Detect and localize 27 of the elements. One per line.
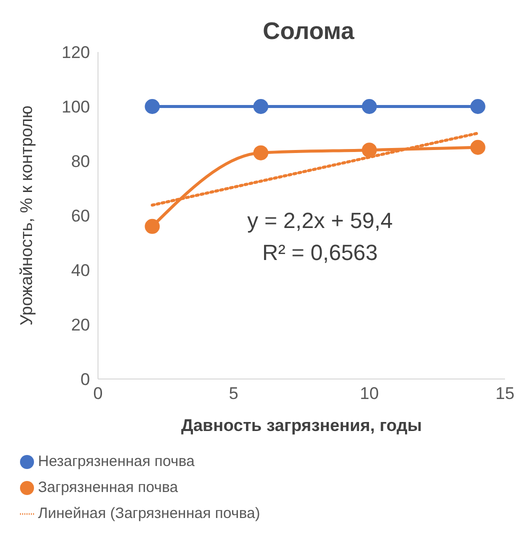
y-tick-label: 60	[71, 206, 90, 226]
y-tick-label: 80	[71, 152, 90, 172]
point	[253, 145, 268, 160]
point	[362, 142, 377, 158]
point	[144, 99, 160, 114]
y-tick-label: 120	[62, 43, 90, 62]
legend-label: Линейная (Загрязненная почва)	[38, 505, 260, 522]
x-tick-label: 10	[360, 384, 379, 404]
y-tick-label: 0	[80, 370, 90, 390]
point	[144, 218, 160, 234]
x-axis-title: Давность загрязнения, годы	[181, 416, 422, 435]
annotation: R² = 0,6563	[261, 239, 379, 267]
x-tick-label: 5	[228, 384, 238, 404]
legend-label: Загрязненная почва	[38, 479, 178, 496]
y-tick-label: 20	[71, 316, 90, 335]
y-tick-label: 100	[62, 98, 90, 117]
legend-label: Незагрязненная почва	[38, 453, 195, 470]
y-axis-title: Урожайность, % к контролю	[17, 105, 36, 326]
x-tick-label: 15	[496, 384, 514, 404]
point	[253, 99, 268, 114]
point	[470, 99, 486, 114]
point	[362, 99, 377, 114]
annotation: y = 2,2x + 59,4	[246, 207, 394, 235]
x-tick-label: 0	[93, 384, 103, 404]
point	[470, 140, 486, 155]
chart-title: Солома	[262, 18, 354, 45]
y-tick-label: 40	[71, 261, 90, 280]
